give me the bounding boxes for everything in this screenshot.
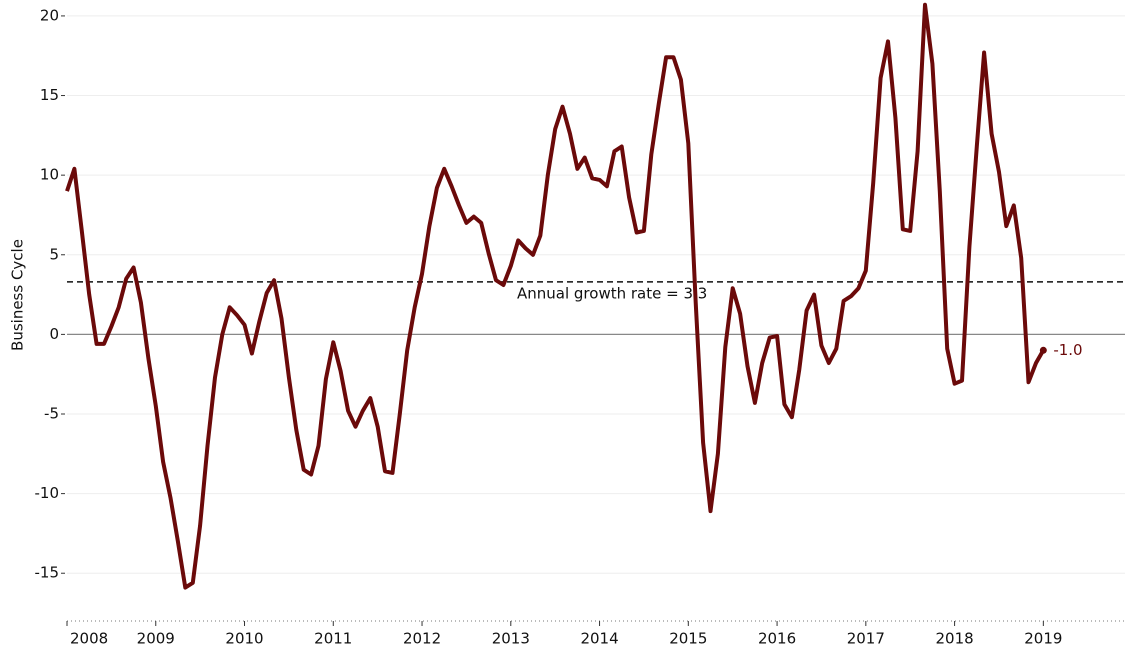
end-label: -1.0 (1053, 341, 1082, 359)
x-tick-label: 2018 (935, 630, 973, 648)
data-line (65, 2, 1046, 590)
y-tick-label: 10 (40, 166, 59, 184)
x-tick-label: 2011 (314, 630, 352, 648)
y-tick-label: 20 (40, 6, 59, 24)
y-tick-label: 0 (49, 325, 59, 343)
reference-label: Annual growth rate = 3.3 (517, 284, 707, 302)
y-tick-label: -5 (44, 405, 59, 423)
end-point (1039, 346, 1047, 354)
x-tick-label: 2019 (1024, 630, 1062, 648)
x-tick-label: 2015 (669, 630, 707, 648)
x-tick-label: 2013 (492, 630, 530, 648)
y-tick-label: 5 (49, 245, 59, 263)
x-tick-label: 2014 (580, 630, 618, 648)
x-tick-label: 2012 (403, 630, 441, 648)
y-tick-label: 15 (40, 86, 59, 104)
x-tick-label: 2008 (70, 630, 108, 648)
x-tick-label: 2017 (847, 630, 885, 648)
y-axis-label: Business Cycle (9, 239, 27, 351)
x-tick-label: 2009 (137, 630, 175, 648)
x-tick-label: 2016 (758, 630, 796, 648)
y-tick-label: -15 (35, 564, 60, 582)
x-tick-label: 2010 (225, 630, 263, 648)
y-tick-label: -10 (35, 484, 60, 502)
